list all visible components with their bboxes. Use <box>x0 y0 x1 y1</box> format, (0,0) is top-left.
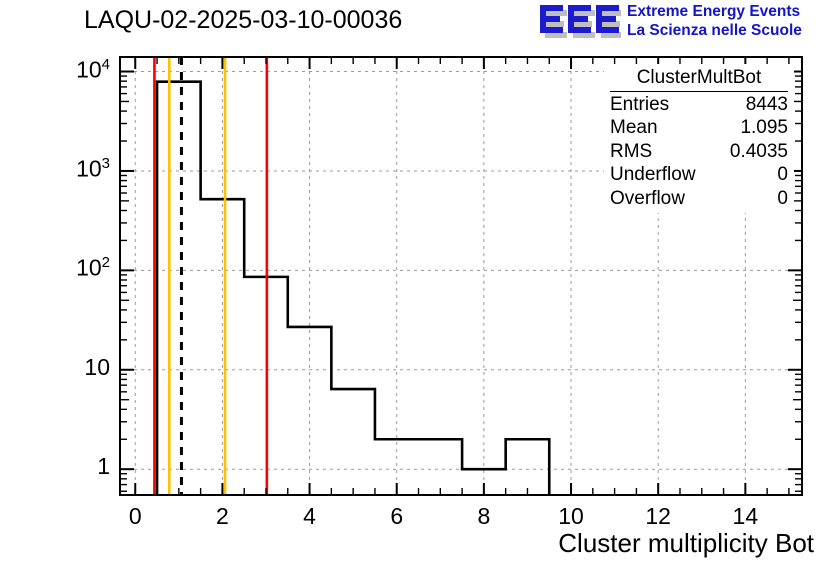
x-tick-label: 4 <box>303 503 316 529</box>
statistics-key: Mean <box>610 117 658 138</box>
statistics-row: RMS 0.4035 <box>610 140 788 164</box>
statistics-key: Entries <box>610 93 670 115</box>
statistics-value: 1.095 <box>740 117 788 138</box>
x-tick-label: 14 <box>732 503 759 529</box>
statistics-row: Overflow 0 <box>610 187 788 211</box>
statistics-title: ClusterMultBot <box>610 66 788 92</box>
statistics-box: ClusterMultBot Entries 8443 Mean 1.095 RMS 0.… <box>604 64 794 213</box>
x-tick-label: 10 <box>558 503 584 529</box>
x-tick-label: 0 <box>128 503 142 529</box>
page-title: LAQU-02-2025-03-10-00036 <box>84 6 403 34</box>
x-axis-title: Cluster multiplicity Bot <box>558 528 814 558</box>
x-tick-label: 2 <box>216 503 229 529</box>
x-tick-label: 8 <box>477 503 491 529</box>
statistics-value: 0 <box>777 187 788 209</box>
statistics-key: RMS <box>610 140 653 162</box>
y-tick-label: 104 <box>76 55 110 83</box>
eee-logo: Extreme Energy Events La Scienza nelle S… <box>537 2 833 42</box>
y-tick-label: 1 <box>97 453 110 480</box>
y-tick-label: 10 <box>84 353 110 380</box>
y-tick-label: 102 <box>76 254 110 281</box>
statistics-value: 0 <box>777 164 788 185</box>
eee-mark-icon <box>540 5 621 38</box>
statistics-rows: Entries 8443 Mean 1.095 RMS 0.4035 Underflow 0 O… <box>610 93 788 211</box>
plot-frame <box>119 56 803 496</box>
statistics-key: Overflow <box>610 187 685 209</box>
x-tick-label: 6 <box>390 503 404 529</box>
eee-tagline-2: La Scienza nelle Scuole <box>627 22 802 39</box>
statistics-value: 0.4035 <box>729 140 788 162</box>
statistics-value: 8443 <box>745 93 788 115</box>
statistics-key: Underflow <box>610 164 696 185</box>
y-tick-label: 103 <box>76 154 110 182</box>
eee-logo-text: Extreme Energy Events La Scienza nelle S… <box>627 2 802 40</box>
statistics-row: Mean 1.095 <box>610 116 788 140</box>
x-tick-label: 12 <box>645 503 671 529</box>
statistics-row: Underflow 0 <box>610 163 788 187</box>
eee-tagline-1: Extreme Energy Events <box>627 3 801 20</box>
statistics-row: Entries 8443 <box>610 93 788 117</box>
